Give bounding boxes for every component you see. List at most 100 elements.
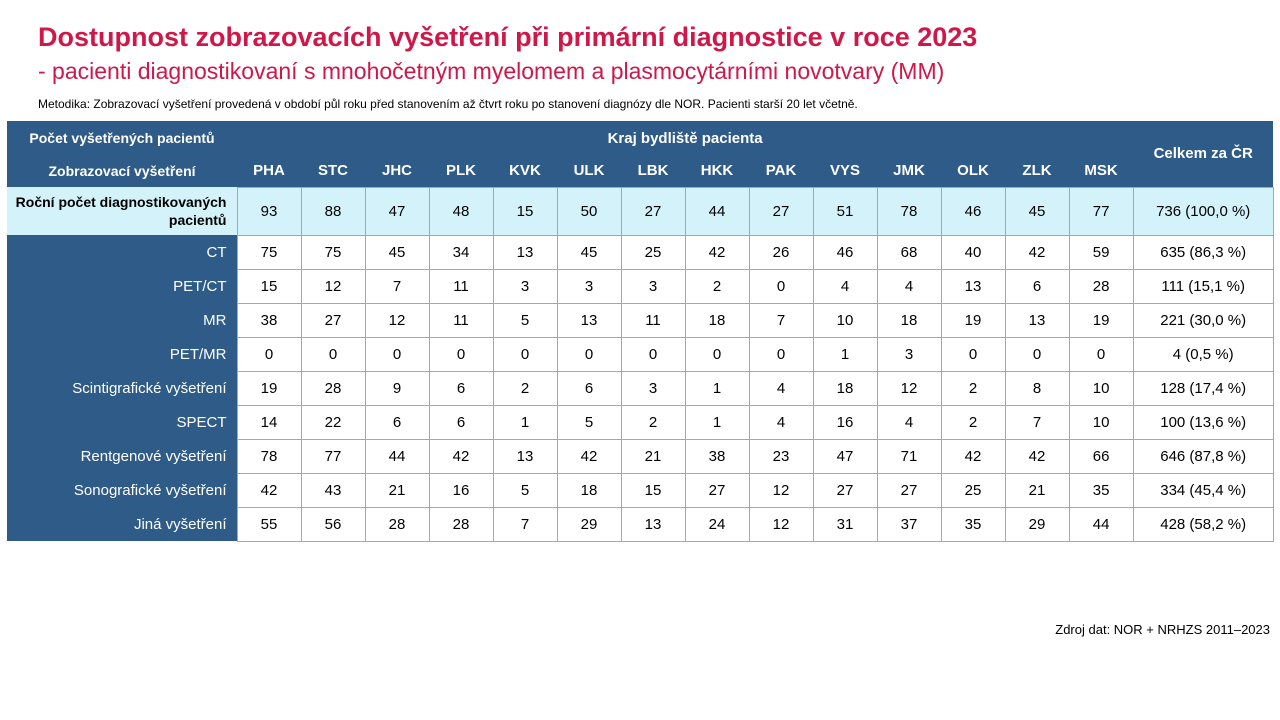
table-cell: 27	[620, 186, 686, 236]
table-cell: 11	[620, 302, 686, 338]
table-cell: 7	[492, 506, 558, 542]
table-cell: 40	[940, 234, 1006, 270]
table-cell: 11	[428, 302, 494, 338]
column-header-lbk: LBK	[621, 155, 685, 187]
table-cell: 13	[556, 302, 622, 338]
table-cell: 12	[748, 506, 814, 542]
region-header: Kraj bydliště pacienta	[237, 121, 1134, 155]
table-cell: 6	[556, 370, 622, 406]
table-cell: 44	[1068, 506, 1134, 542]
column-header-ulk: ULK	[557, 155, 621, 187]
table-row: SPECT 14 22 6 6 1 5 2 1 4 16 4 2 7 10 100 (13,6 %)	[7, 404, 1274, 440]
row-label: Scintigrafické vyšetření	[7, 371, 237, 405]
column-header-zlk: ZLK	[1005, 155, 1069, 187]
table-cell: 1	[812, 336, 878, 372]
table-cell: 0	[1068, 336, 1134, 372]
table-row: Jiná vyšetření 55 56 28 28 7 29 13 24 12 31 37 35 29 4…	[7, 506, 1274, 542]
table-cell: 45	[556, 234, 622, 270]
table-cell: 28	[428, 506, 494, 542]
total-cell: 128 (17,4 %)	[1132, 370, 1274, 406]
table-cell: 4	[812, 268, 878, 304]
column-header-stc: STC	[301, 155, 365, 187]
table-cell: 12	[876, 370, 942, 406]
table-row: Rentgenové vyšetření 78 77 44 42 13 42 21 38 23 47…	[7, 438, 1274, 474]
table-cell: 2	[940, 370, 1006, 406]
column-header-kvk: KVK	[493, 155, 557, 187]
row-label: Sonografické vyšetření	[7, 473, 237, 507]
table-cell: 1	[492, 404, 558, 440]
table-cell: 48	[428, 186, 494, 236]
page-title: Dostupnost zobrazovacích vyšetření při p…	[38, 22, 978, 52]
row-label: MR	[7, 303, 237, 337]
table-cell: 18	[812, 370, 878, 406]
table-cell: 37	[876, 506, 942, 542]
table-cell: 0	[684, 336, 750, 372]
page-subtitle: - pacienti diagnostikovaní s mnohočetným…	[38, 58, 945, 84]
column-header-pha: PHA	[237, 155, 301, 187]
table-cell: 3	[556, 268, 622, 304]
table-cell: 59	[1068, 234, 1134, 270]
table-cell: 24	[684, 506, 750, 542]
total-cell: 221 (30,0 %)	[1132, 302, 1274, 338]
table-row: Scintigrafické vyšetření 19 28 9 6 2 6 3 1 4 18 12 2…	[7, 370, 1274, 406]
table-row: Sonografické vyšetření 42 43 21 16 5 18 15 27 12 2…	[7, 472, 1274, 508]
table-cell: 44	[364, 438, 430, 474]
table-cell: 18	[556, 472, 622, 508]
table-cell: 0	[428, 336, 494, 372]
table-cell: 42	[1004, 234, 1070, 270]
table-cell: 0	[748, 268, 814, 304]
table-cell: 44	[684, 186, 750, 236]
table-cell: 3	[876, 336, 942, 372]
table-cell: 7	[1004, 404, 1070, 440]
table-cell: 0	[556, 336, 622, 372]
table-cell: 1	[684, 370, 750, 406]
table-cell: 16	[812, 404, 878, 440]
table-cell: 35	[1068, 472, 1134, 508]
table-cell: 0	[364, 336, 430, 372]
table-cell: 4	[748, 370, 814, 406]
table-cell: 2	[620, 404, 686, 440]
table-cell: 55	[236, 506, 302, 542]
table-cell: 42	[940, 438, 1006, 474]
data-source: Zdroj dat: NOR + NRHZS 2011–2023	[1055, 622, 1270, 637]
table-cell: 75	[300, 234, 366, 270]
table-cell: 68	[876, 234, 942, 270]
table-cell: 46	[940, 186, 1006, 236]
column-header-jhc: JHC	[365, 155, 429, 187]
column-header-msk: MSK	[1069, 155, 1134, 187]
table-cell: 18	[876, 302, 942, 338]
table-cell: 2	[940, 404, 1006, 440]
column-header-jmk: JMK	[877, 155, 941, 187]
row-label: Jiná vyšetření	[7, 507, 237, 541]
total-cell: 100 (13,6 %)	[1132, 404, 1274, 440]
table-cell: 47	[364, 186, 430, 236]
table-cell: 19	[940, 302, 1006, 338]
table-cell: 0	[748, 336, 814, 372]
table-cell: 19	[1068, 302, 1134, 338]
annual-count-row: Roční počet diagnostikovaných pacientů 93…	[7, 186, 1274, 236]
total-cell: 334 (45,4 %)	[1132, 472, 1274, 508]
table-cell: 13	[620, 506, 686, 542]
table-cell: 77	[1068, 186, 1134, 236]
corner-header-bottom: Zobrazovací vyšetření	[7, 155, 237, 187]
table-cell: 4	[876, 268, 942, 304]
table-cell: 10	[1068, 404, 1134, 440]
total-header: Celkem za ČR	[1133, 121, 1274, 187]
table-cell: 25	[940, 472, 1006, 508]
table-cell: 4	[748, 404, 814, 440]
column-header-olk: OLK	[941, 155, 1005, 187]
column-header-pak: PAK	[749, 155, 813, 187]
table-cell: 6	[364, 404, 430, 440]
table-cell: 23	[748, 438, 814, 474]
table-cell: 42	[428, 438, 494, 474]
table-cell: 0	[236, 336, 302, 372]
table-cell: 6	[428, 370, 494, 406]
row-label: CT	[7, 235, 237, 269]
table-cell: 5	[492, 472, 558, 508]
table-cell: 1	[684, 404, 750, 440]
table-cell: 27	[684, 472, 750, 508]
table-cell: 78	[876, 186, 942, 236]
table-cell: 21	[1004, 472, 1070, 508]
table-cell: 45	[364, 234, 430, 270]
column-header-hkk: HKK	[685, 155, 749, 187]
